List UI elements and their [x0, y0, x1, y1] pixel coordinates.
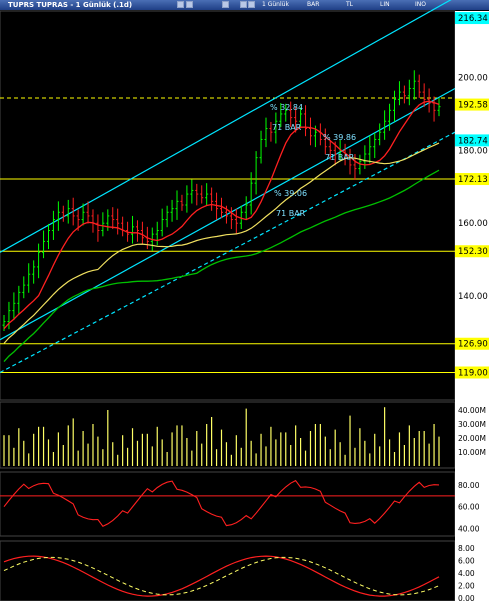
volume-panel [0, 401, 456, 469]
price-label-box [455, 245, 489, 258]
percent-annotation: % 32.84 [270, 103, 303, 112]
volume-tick-label: 10.00M [458, 448, 486, 457]
rsi-tick-label: 60.00 [458, 503, 480, 512]
price-label-text: 126.90 [458, 340, 488, 350]
price-label-box [455, 98, 489, 111]
volume-tick-label: 20.00M [458, 434, 486, 443]
price-label-text: 192.58 [458, 101, 488, 111]
ma-mid-line [3, 142, 440, 344]
price-label-text: 182.74 [458, 136, 488, 146]
ma-short-line [3, 100, 440, 330]
rsi-tick-label: 80.00 [458, 481, 480, 490]
window-title: TUPRS TUPRAS - 1 Günlük (.1d) [8, 1, 133, 9]
axis-labels: 200.00 180.00 160.00 140.00 216.34 192.58 182.… [455, 11, 489, 601]
rsi-frame [0, 471, 456, 537]
percent-annotation: % 39.06 [274, 189, 307, 198]
scale-selector[interactable]: LIN [380, 1, 390, 8]
macd-frame [0, 540, 456, 601]
percent-annotation: % 39.86 [323, 133, 356, 142]
price-label-text: 216.34 [458, 14, 488, 24]
bar-count-annotation: 71 BAR [272, 123, 302, 132]
price-tick-label: 180.00 [458, 146, 488, 156]
price-tick-label: 160.00 [458, 219, 488, 229]
price-label-box [455, 366, 489, 379]
bar-count-annotation: 71 BAR [276, 209, 306, 218]
price-tick-label: 140.00 [458, 292, 488, 302]
ma-long-line [3, 169, 440, 363]
volume-tick-label: 40.00M [458, 406, 486, 415]
channel-upper-line [0, 0, 452, 253]
price-label-box [455, 337, 489, 350]
price-label-text: 119.00 [458, 369, 488, 379]
rsi-panel [0, 471, 456, 537]
price-label-box [455, 12, 489, 25]
currency-selector[interactable]: TL [346, 1, 354, 8]
macd-tick-label: 0.00 [458, 594, 475, 601]
tool-icon[interactable] [240, 1, 247, 8]
price-label-text: 172.13 [458, 175, 488, 185]
macd-tick-label: 6.00 [458, 557, 475, 566]
channel-lower-line [0, 131, 456, 374]
settings-icon[interactable] [248, 1, 255, 8]
price-label-text: 152.30 [458, 247, 488, 257]
macd-tick-label: 4.00 [458, 569, 475, 578]
index-selector[interactable]: INO [415, 1, 426, 8]
rsi-line [3, 479, 440, 527]
draw-icon[interactable] [222, 1, 229, 8]
window-titlebar: TUPRS TUPRAS - 1 Günlük (.1d) 1 Günlük B… [0, 0, 489, 10]
price-label-box [455, 173, 489, 186]
style-selector[interactable]: BAR [307, 1, 320, 8]
chart-icon[interactable] [177, 1, 184, 8]
macd-panel [0, 540, 456, 601]
macd-tick-label: 8.00 [458, 544, 475, 553]
macd-tick-label: 2.00 [458, 582, 475, 591]
bar-count-annotation: 71 BAR [325, 153, 355, 162]
channel-middle-line [0, 87, 456, 341]
period-selector[interactable]: 1 Günlük [262, 1, 289, 8]
price-tick-label: 200.00 [458, 74, 488, 84]
volume-tick-label: 30.00M [458, 420, 486, 429]
period-icon[interactable] [186, 1, 193, 8]
rsi-tick-label: 40.00 [458, 525, 480, 534]
macd-signal-line [3, 556, 440, 596]
price-panel: % 32.84 71 BAR % 39.86 71 BAR % 39.06 71 BAR [0, 0, 456, 401]
price-label-box [455, 134, 489, 147]
macd-line [3, 555, 440, 597]
